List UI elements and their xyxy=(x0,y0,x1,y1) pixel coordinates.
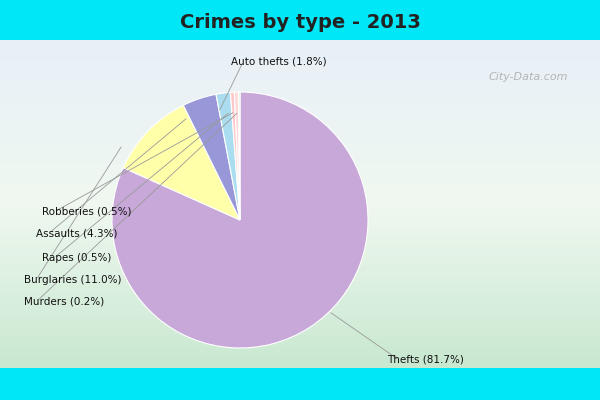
Wedge shape xyxy=(235,92,240,220)
Wedge shape xyxy=(238,92,240,220)
Text: Thefts (81.7%): Thefts (81.7%) xyxy=(387,355,464,365)
Wedge shape xyxy=(216,92,240,220)
Wedge shape xyxy=(123,105,240,220)
Wedge shape xyxy=(112,92,368,348)
Text: Crimes by type - 2013: Crimes by type - 2013 xyxy=(179,12,421,32)
Text: Robberies (0.5%): Robberies (0.5%) xyxy=(42,207,131,217)
Text: Rapes (0.5%): Rapes (0.5%) xyxy=(42,253,112,263)
Wedge shape xyxy=(184,94,240,220)
Text: Burglaries (11.0%): Burglaries (11.0%) xyxy=(24,275,121,285)
Text: Auto thefts (1.8%): Auto thefts (1.8%) xyxy=(231,57,326,67)
Text: Assaults (4.3%): Assaults (4.3%) xyxy=(36,229,118,239)
Text: Murders (0.2%): Murders (0.2%) xyxy=(24,297,104,307)
Wedge shape xyxy=(230,92,240,220)
Text: City-Data.com: City-Data.com xyxy=(489,72,569,82)
